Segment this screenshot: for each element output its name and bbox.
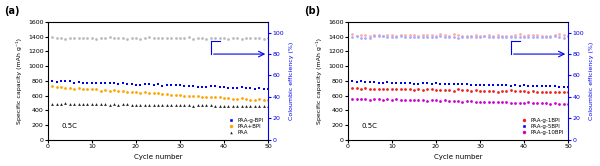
Legend: PAA-g-1BPI, PAA-g-5BPI, PAA-g-10BPI: PAA-g-1BPI, PAA-g-5BPI, PAA-g-10BPI bbox=[517, 116, 565, 137]
Legend: PAA-g-BPI, PAA+BPI, PAA: PAA-g-BPI, PAA+BPI, PAA bbox=[224, 116, 265, 137]
X-axis label: Cycle number: Cycle number bbox=[134, 154, 182, 161]
Y-axis label: Coloumbic efficiency (%): Coloumbic efficiency (%) bbox=[289, 42, 295, 120]
Text: (a): (a) bbox=[4, 6, 19, 16]
X-axis label: Cycle number: Cycle number bbox=[434, 154, 482, 161]
Text: (b): (b) bbox=[304, 6, 320, 16]
Y-axis label: Specific capacity (mAh g⁻¹): Specific capacity (mAh g⁻¹) bbox=[316, 38, 322, 124]
Y-axis label: Specific capacity (mAh g⁻¹): Specific capacity (mAh g⁻¹) bbox=[16, 38, 22, 124]
Text: 0.5C: 0.5C bbox=[61, 123, 77, 129]
Text: 0.5C: 0.5C bbox=[361, 123, 377, 129]
Y-axis label: Coloumbic efficiency (%): Coloumbic efficiency (%) bbox=[589, 42, 595, 120]
